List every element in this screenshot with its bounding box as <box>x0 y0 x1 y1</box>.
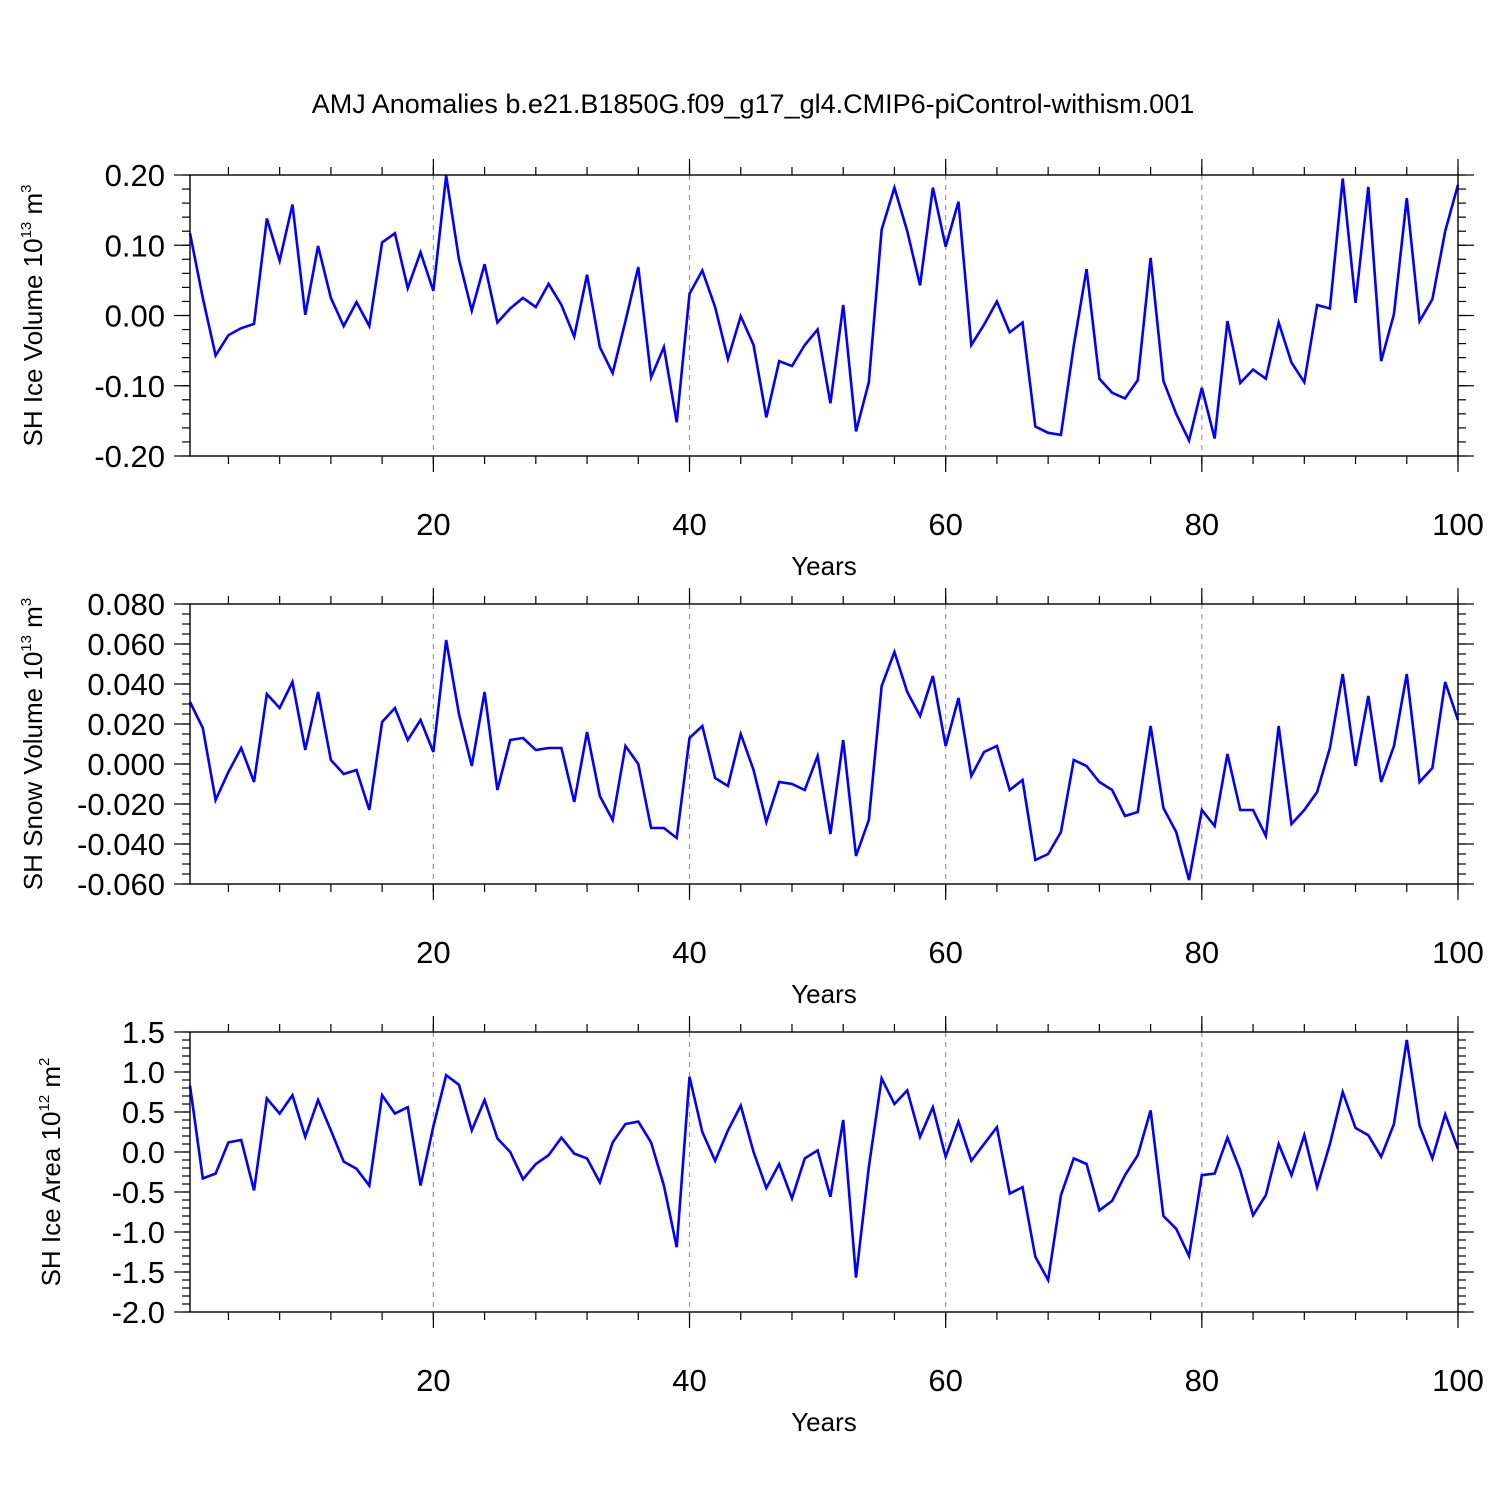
x-tick-label: 20 <box>416 507 450 542</box>
y-tick-label: -0.20 <box>94 439 165 474</box>
y-tick-label: 0.020 <box>87 707 165 742</box>
y-tick-label: 1.5 <box>122 1015 165 1050</box>
chart-title: AMJ Anomalies b.e21.B1850G.f09_g17_gl4.C… <box>312 89 1194 119</box>
sh-ice-volume-panel: -0.20 -0.10 0.00 0.10 0.20 20 40 60 80 100 Years SH… <box>18 158 1484 581</box>
plot-frame <box>189 1031 1459 1313</box>
y-tick-label: 0.0 <box>122 1135 165 1170</box>
sh-ice-area-series-line <box>188 1039 1460 1284</box>
y-axis-label: SH Snow Volume 1013 m3 <box>18 598 48 890</box>
y-tick-label: 0.080 <box>87 587 165 622</box>
y-axis-label: SH Ice Volume 1013 m3 <box>18 184 48 446</box>
x-tick-label: 20 <box>416 935 450 970</box>
y-axis-label: SH Ice Area 1012 m2 <box>36 1058 66 1287</box>
x-tick-label: 20 <box>416 1363 450 1398</box>
x-tick-label: 40 <box>672 507 706 542</box>
plot-frame <box>189 603 1459 885</box>
y-tick-label: 0.20 <box>105 158 165 193</box>
y-tick-label: -2.0 <box>112 1295 165 1330</box>
y-tick-label: -0.10 <box>94 369 165 404</box>
x-tick-label: 100 <box>1432 1363 1484 1398</box>
y-tick-label: -0.5 <box>112 1175 165 1210</box>
x-tick-label: 60 <box>928 935 962 970</box>
y-tick-label: -0.060 <box>77 867 165 902</box>
y-tick-label: -0.020 <box>77 787 165 822</box>
y-tick-label: 0.060 <box>87 627 165 662</box>
sh-snow-volume-series-line <box>188 639 1460 881</box>
y-tick-label: -0.040 <box>77 827 165 862</box>
x-axis-label: Years <box>791 551 857 581</box>
x-tick-label: 80 <box>1185 935 1219 970</box>
y-tick-label: 0.040 <box>87 667 165 702</box>
x-axis-label: Years <box>791 1407 857 1437</box>
sh-ice-volume-series-line <box>188 175 1460 445</box>
sh-ice-area-panel: -2.0 -1.5 -1.0 -0.5 0.0 0.5 1.0 1.5 20 40 60 80 100 Y… <box>36 1015 1484 1437</box>
x-tick-label: 80 <box>1185 507 1219 542</box>
y-tick-label: 0.00 <box>105 299 165 334</box>
x-tick-label: 40 <box>672 1363 706 1398</box>
panels: -0.20 -0.10 0.00 0.10 0.20 20 40 60 80 100 Years SH… <box>18 158 1484 1437</box>
sh-snow-volume-panel: -0.060 -0.040 -0.020 0.000 0.020 0.040 0.060 0.… <box>18 587 1484 1009</box>
y-tick-label: 0.000 <box>87 747 165 782</box>
y-tick-label: 0.5 <box>122 1095 165 1130</box>
x-tick-label: 80 <box>1185 1363 1219 1398</box>
y-tick-label: -1.5 <box>112 1255 165 1290</box>
x-tick-label: 60 <box>928 507 962 542</box>
y-tick-label: 0.10 <box>105 228 165 263</box>
x-tick-label: 40 <box>672 935 706 970</box>
x-axis-label: Years <box>791 979 857 1009</box>
x-tick-label: 60 <box>928 1363 962 1398</box>
y-tick-label: 1.0 <box>122 1055 165 1090</box>
y-tick-label: -1.0 <box>112 1215 165 1250</box>
x-tick-label: 100 <box>1432 935 1484 970</box>
x-tick-label: 100 <box>1432 507 1484 542</box>
plot-frame <box>189 174 1459 457</box>
